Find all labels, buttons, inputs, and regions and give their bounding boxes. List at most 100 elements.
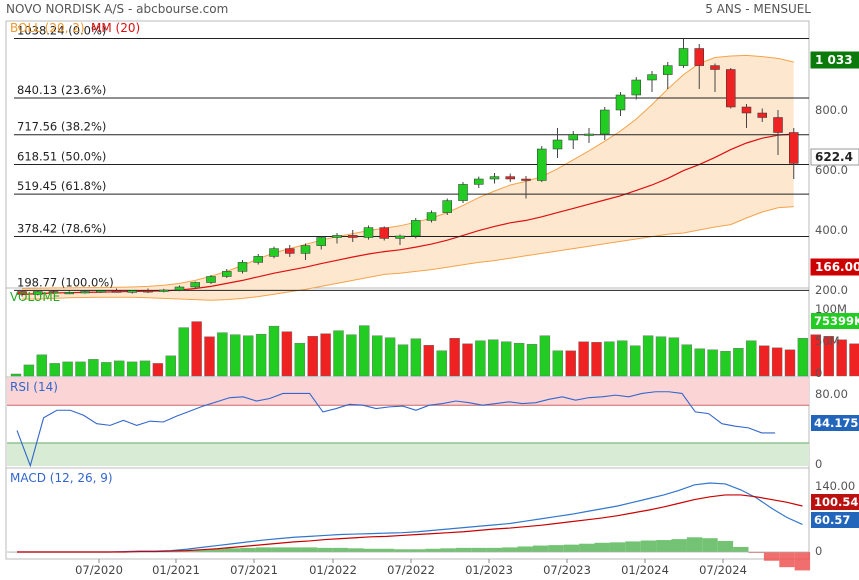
volume-bar	[462, 343, 473, 377]
volume-bar	[720, 351, 731, 377]
macd-histogram-bar	[286, 547, 302, 552]
volume-bar	[36, 354, 47, 377]
volume-bar	[642, 335, 654, 377]
macd-histogram-bar	[255, 547, 272, 552]
candle-body	[773, 117, 783, 133]
x-axis-tick: 07/2023	[543, 563, 591, 577]
volume-bar	[759, 345, 770, 377]
volume-bar	[539, 335, 551, 377]
macd-histogram-bar	[779, 552, 795, 568]
boll-label: BOLL (20, 2)	[10, 21, 85, 35]
volume-bar	[268, 325, 280, 377]
candle-body	[96, 290, 106, 293]
volume-bar	[578, 341, 589, 377]
volume-bar	[372, 335, 383, 377]
candle-body	[426, 212, 437, 221]
macd-histogram-bar	[609, 542, 626, 552]
macd-histogram-bar	[348, 548, 364, 552]
candle-body	[253, 256, 263, 263]
x-axis-tick: 07/2024	[699, 563, 747, 577]
candle-body	[631, 79, 641, 96]
macd-histogram-bar	[440, 548, 456, 552]
x-axis-tick: 07/2021	[230, 563, 278, 577]
rsi-oversold-zone	[7, 443, 809, 466]
macd-histogram-bar	[794, 552, 811, 571]
volume-bar	[488, 339, 499, 377]
volume-bar	[797, 338, 809, 377]
volume-bar	[242, 335, 254, 377]
volume-bar	[165, 355, 177, 377]
candle-body	[741, 106, 752, 114]
candle-body	[174, 286, 185, 291]
volume-label: VOLUME	[10, 290, 60, 304]
volume-bar	[230, 334, 241, 377]
candle-body	[411, 220, 421, 237]
fib-level-label: 1038.24 (0.0%)	[17, 24, 106, 38]
candle-body	[726, 69, 736, 108]
x-axis-tick: 01/2021	[152, 563, 200, 577]
macd-histogram-bar	[563, 544, 580, 552]
volume-bar	[139, 360, 151, 377]
bollinger-fill	[22, 55, 794, 301]
volume-bar	[771, 347, 783, 377]
volume-bar	[591, 342, 602, 377]
last-price-badge: 622.4	[815, 150, 853, 164]
volume-bar	[126, 361, 138, 377]
macd-histogram-bar	[656, 540, 672, 552]
candle-body	[521, 178, 531, 181]
macd-histogram-bar	[425, 548, 441, 552]
candle-body	[663, 65, 673, 75]
candle-body	[678, 48, 689, 66]
volume-bar	[604, 341, 615, 377]
volume-bar	[655, 336, 667, 377]
macd-badge-bg	[811, 512, 859, 528]
volume-bar	[746, 340, 757, 377]
candle-body	[80, 291, 90, 294]
candle-body	[269, 248, 279, 257]
candle-body	[584, 133, 594, 136]
macd-badge: 60.57	[814, 513, 850, 527]
candle-body	[537, 148, 547, 181]
macd-histogram-bar	[671, 539, 687, 552]
volume-bar	[436, 350, 447, 377]
volume-bar	[333, 330, 344, 377]
volume-bar	[668, 337, 680, 377]
candle-body	[363, 227, 374, 238]
candle-body	[300, 245, 311, 254]
volume-bar	[49, 363, 60, 377]
price-axis-tick: 400.0	[815, 223, 848, 237]
rsi-axis-tick: 80.00	[815, 387, 848, 401]
candle-body	[710, 65, 720, 70]
candle-body	[442, 200, 452, 213]
candle-body	[206, 276, 216, 283]
candle-body	[48, 291, 59, 294]
mm-label: MM (20)	[91, 21, 140, 35]
macd-histogram-bar	[625, 541, 641, 552]
volume-bar	[281, 331, 293, 377]
volume-bar	[617, 340, 628, 377]
volume-bar	[449, 338, 460, 377]
price-axis-tick: 800.0	[815, 103, 848, 117]
fib-level-label: 378.42 (78.6%)	[17, 221, 106, 235]
chart-title: NOVO NORDISK A/S - abcbourse.com	[6, 2, 229, 16]
volume-bar	[475, 340, 486, 377]
macd-histogram-bar	[517, 546, 533, 552]
rsi-badge: 44.175	[814, 416, 858, 430]
price-axis-tick: 600.0	[815, 163, 848, 177]
rsi-badge-bg	[811, 415, 859, 431]
volume-bar	[565, 350, 576, 377]
low-price-badge: 166.00	[815, 260, 859, 274]
volume-bar	[10, 373, 22, 377]
macd-histogram-bar	[409, 549, 426, 552]
macd-histogram-bar	[763, 552, 780, 561]
candle-body	[111, 290, 122, 293]
candle-body	[789, 132, 799, 164]
macd-panel-frame	[5, 467, 810, 560]
volume-bar	[75, 361, 86, 377]
volume-bar	[410, 338, 422, 377]
volume-badge: 75399K	[814, 314, 859, 328]
macd-signal-badge-bg	[811, 494, 859, 510]
rsi-label: RSI (14)	[10, 380, 58, 394]
macd-histogram-bar	[301, 547, 318, 552]
rsi-overbought-zone	[7, 378, 809, 406]
